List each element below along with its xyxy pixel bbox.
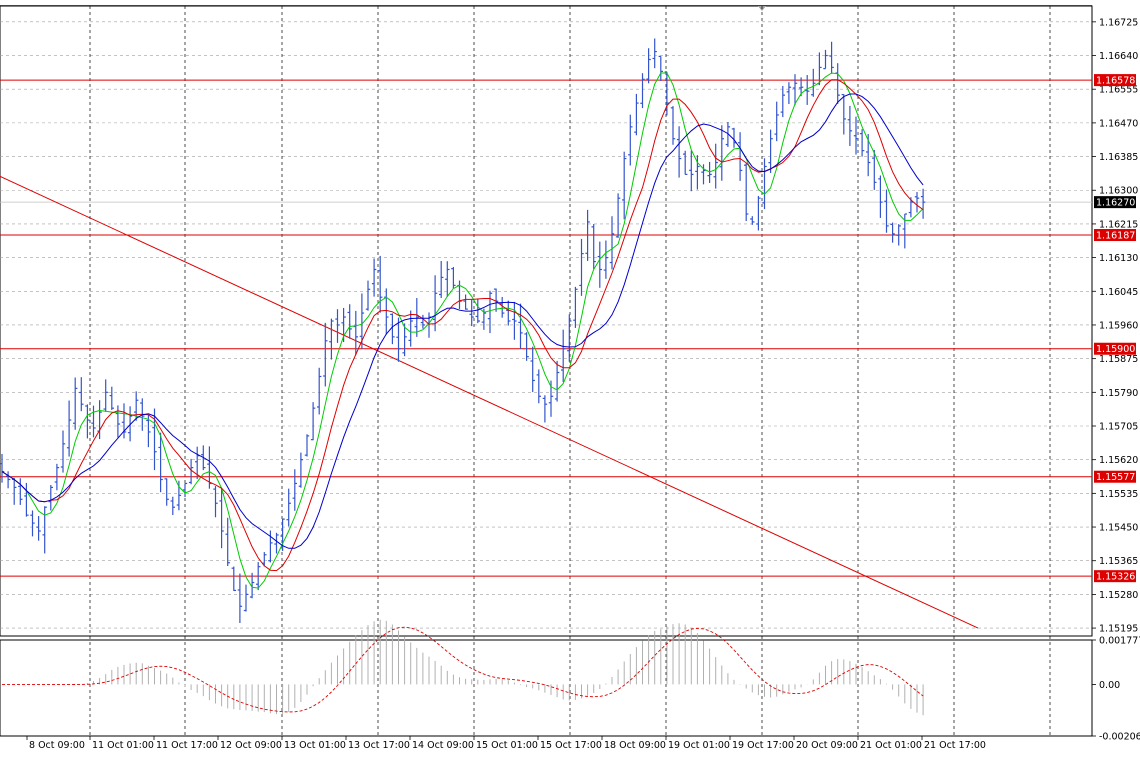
y-tick-label: 1.16385 (1099, 152, 1138, 163)
y-tick-label: 1.15195 (1099, 624, 1138, 635)
trendline[interactable] (0, 175, 979, 629)
level-label-box (1094, 570, 1136, 583)
x-tick-label: 13 Oct 17:00 (348, 740, 410, 751)
level-label: 1.15326 (1096, 572, 1135, 583)
level-label: 1.15900 (1096, 344, 1135, 355)
level-label-box (1094, 470, 1136, 483)
osc-y-tick-label: -0.002064 (1099, 732, 1140, 743)
level-label: 1.16578 (1096, 76, 1135, 87)
current-price-box (1094, 196, 1136, 209)
x-tick-label: 11 Oct 01:00 (92, 740, 154, 751)
y-tick-label: 1.16470 (1099, 118, 1138, 129)
y-tick-label: 1.15790 (1099, 388, 1138, 399)
y-tick-label: 1.15365 (1099, 556, 1138, 567)
x-tick-label: 15 Oct 17:00 (540, 740, 602, 751)
osc-y-tick-label: 0.00 (1099, 680, 1120, 691)
x-tick-label: 13 Oct 01:00 (284, 740, 346, 751)
level-label: 1.15577 (1096, 472, 1135, 483)
y-tick-label: 1.15280 (1099, 590, 1138, 601)
y-tick-label: 1.15450 (1099, 523, 1138, 534)
osc-y-tick-label: 0.001777 (1099, 636, 1140, 647)
y-tick-label: 1.16130 (1099, 253, 1138, 264)
level-label: 1.16187 (1096, 231, 1135, 242)
ma-slow-line (1, 93, 924, 549)
y-tick-label: 1.15960 (1099, 320, 1138, 331)
y-tick-label: 1.16725 (1099, 17, 1138, 28)
y-tick-label: 1.15620 (1099, 455, 1138, 466)
x-tick-label: 20 Oct 09:00 (796, 740, 858, 751)
x-tick-label: 21 Oct 17:00 (924, 740, 986, 751)
level-label-box (1094, 342, 1136, 355)
x-tick-label: 21 Oct 01:00 (860, 740, 922, 751)
x-tick-label: 19 Oct 17:00 (732, 740, 794, 751)
y-tick-label: 1.15705 (1099, 422, 1138, 433)
y-tick-label: 1.16045 (1099, 287, 1138, 298)
y-tick-label: 1.16640 (1099, 51, 1138, 62)
x-tick-label: 12 Oct 09:00 (220, 740, 282, 751)
oscillator-signal-line (2, 626, 924, 713)
y-tick-label: 1.15875 (1099, 354, 1138, 365)
level-label-box (1094, 229, 1136, 242)
x-tick-label: 14 Oct 09:00 (412, 740, 474, 751)
x-tick-label: 15 Oct 01:00 (476, 740, 538, 751)
level-label-box (1094, 74, 1136, 87)
y-tick-label: 1.16215 (1099, 219, 1138, 230)
current-price-label: 1.16270 (1096, 198, 1135, 209)
x-tick-label: 18 Oct 09:00 (604, 740, 666, 751)
y-tick-label: 1.15535 (1099, 489, 1138, 500)
x-tick-label: 11 Oct 17:00 (156, 740, 218, 751)
x-tick-label: 8 Oct 09:00 (29, 740, 85, 751)
main-panel-frame (0, 5, 1093, 637)
x-tick-label: 19 Oct 01:00 (668, 740, 730, 751)
oscillator-panel-frame (0, 639, 1093, 737)
y-tick-label: 1.16555 (1099, 85, 1138, 96)
y-tick-label: 1.16300 (1099, 186, 1138, 197)
ma-fast-line (1, 72, 924, 589)
